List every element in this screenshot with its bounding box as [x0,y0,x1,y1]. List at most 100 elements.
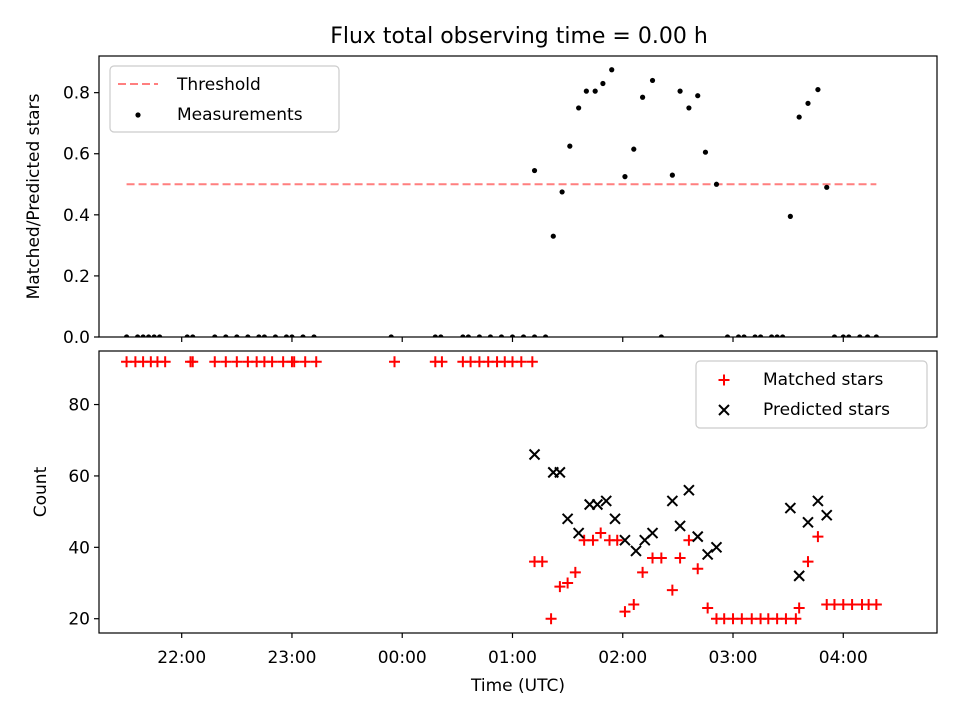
measurements-point [311,334,317,337]
x-tick-label: 01:00 [488,648,537,668]
matched-stars-point [187,356,199,368]
measurements-point [531,334,538,337]
measurements-point [245,334,251,337]
measurements-point [757,334,764,337]
predicted-stars-point [630,545,642,557]
plot-area [123,67,879,337]
measurements-point [702,149,709,155]
matched-stars-point [587,534,599,546]
measurements-point [223,334,229,337]
predicted-stars-point [646,527,659,539]
measurements-point [289,334,295,337]
measurements-point [234,334,240,337]
measurements-point [123,334,130,337]
matched-stars-point [310,356,322,368]
matched-stars-point [299,356,311,368]
measurements-point [151,334,157,337]
matched-stars-point [526,356,538,368]
matched-stars-point [231,356,243,368]
measurements-point [873,334,879,337]
measurements-point [752,334,758,337]
matched-stars-point [793,602,805,614]
y-tick-label: 20 [68,610,90,630]
measurements-point [190,334,196,337]
legend-label: Measurements [177,105,303,125]
predicted-stars-point [572,527,585,539]
measurements-point [542,334,549,337]
legend-label: Threshold [176,75,261,95]
matched-stars-point [389,356,401,368]
measurements-point [559,189,565,195]
measurements-point [146,334,152,337]
predicted-stars-point [784,502,797,514]
matched-stars-series [121,356,882,625]
x-tick-label: 04:00 [819,648,868,668]
measurements-point [261,334,267,337]
matched-stars-point [266,356,278,368]
measurements-series [123,67,879,337]
predicted-stars-point [821,509,833,521]
measurements-point [649,77,656,84]
measurements-point [741,334,747,337]
predicted-stars-point [692,530,704,543]
measurements-point [686,105,692,111]
figure-title: Flux total observing time = 0.00 h [330,24,708,49]
matched-stars-point [637,566,649,578]
matched-stars-point [288,356,300,368]
matched-stars-point [655,552,667,564]
legend-label: Matched stars [763,370,883,390]
measurements-point [388,334,394,337]
measurements-point [677,88,683,94]
measurements-point [695,93,701,99]
x-axis-label: Time (UTC) [470,676,565,696]
legend-frame [109,65,340,133]
measurements-point [609,67,615,73]
measurements-point [134,334,141,337]
matched-stars-point [562,577,574,589]
predicted-stars-point [666,495,679,507]
matched-stars-point [802,556,814,568]
measurements-point [531,167,538,174]
legend-matched-stars-point [718,374,730,386]
measurements-point [824,184,830,190]
measurements-point [831,334,838,337]
matched-stars-point [666,584,678,596]
measurements-point [815,86,821,93]
matched-stars-point [569,566,581,578]
predicted-stars-point [793,570,805,582]
measurements-point [713,181,720,187]
predicted-stars-point [701,548,714,561]
y-tick-label: 0.2 [63,267,90,287]
predicted-stars-point [710,541,723,554]
predicted-stars-point [554,466,566,479]
legend: Threshold Measurements [109,65,340,133]
measurements-point [669,172,675,178]
ratio-panel: 0.0 0.2 0.4 0.6 0.8 Matched/Predicted stars Th… [24,55,938,348]
legend-predicted-stars-point [718,404,730,416]
predicted-stars-series [528,448,833,582]
measurements-point [476,334,483,337]
matched-stars-point [554,581,566,593]
measurements-point [622,174,628,180]
axes-frame [98,55,938,338]
y-tick-label: 0.8 [63,84,90,104]
legend-label: Predicted stars [763,400,890,420]
measurements-point [774,334,780,337]
x-tick-label: 23:00 [267,648,316,668]
predicted-stars-point [600,495,612,507]
y-axis-label: Count [31,466,51,517]
measurements-point [283,334,290,337]
measurements-point [256,334,262,337]
measurements-point [724,334,731,337]
matched-stars-point [515,356,527,368]
x-tick-label: 22:00 [157,648,206,668]
measurements-point [460,334,466,337]
legend-swatch [135,112,141,118]
predicted-stars-point [812,495,824,507]
predicted-stars-point [591,498,604,511]
matched-stars-point [545,613,557,625]
measurements-point [520,334,527,337]
measurements-point [432,334,438,337]
predicted-stars-point [561,513,574,525]
predicted-stars-point [802,516,814,529]
